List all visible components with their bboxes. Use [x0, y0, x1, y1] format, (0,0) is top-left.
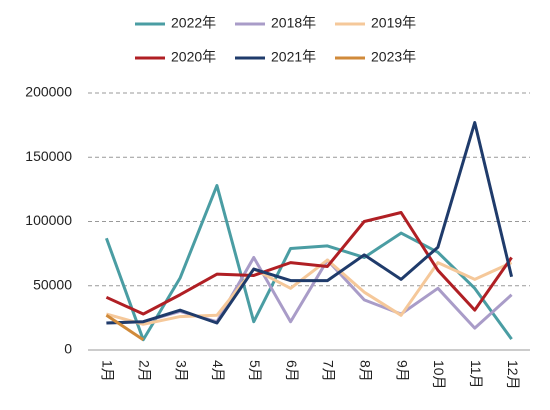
series-line	[106, 258, 513, 326]
x-tick-label: 7月	[321, 360, 337, 382]
x-tick-label: 4月	[210, 360, 226, 382]
x-tick-label: 8月	[358, 360, 374, 382]
series-line	[105, 314, 145, 341]
x-tick-label: 3月	[173, 360, 189, 382]
legend-label: 2021年	[271, 49, 316, 65]
x-tick-label: 11月	[468, 360, 484, 389]
x-tick-label: 12月	[505, 360, 521, 390]
legend-label: 2018年	[271, 15, 316, 31]
series-line	[105, 184, 513, 342]
y-tick-label: 200000	[25, 84, 72, 100]
series-line	[105, 211, 513, 316]
x-tick-label: 9月	[394, 360, 410, 382]
y-tick-label: 0	[64, 341, 72, 357]
y-tick-label: 100000	[25, 212, 72, 228]
legend-label: 2022年	[171, 15, 216, 31]
x-tick-label: 5月	[247, 360, 263, 382]
legend-label: 2019年	[371, 15, 416, 31]
y-tick-label: 150000	[25, 148, 72, 164]
series-line	[106, 121, 514, 325]
x-tick-label: 6月	[284, 360, 300, 382]
y-tick-label: 50000	[33, 276, 72, 292]
legend-label: 2020年	[171, 49, 216, 65]
x-tick-label: 2月	[137, 360, 153, 382]
x-tick-label: 10月	[431, 360, 447, 390]
x-tick-label: 1月	[100, 360, 116, 382]
legend-label: 2023年	[371, 49, 416, 65]
